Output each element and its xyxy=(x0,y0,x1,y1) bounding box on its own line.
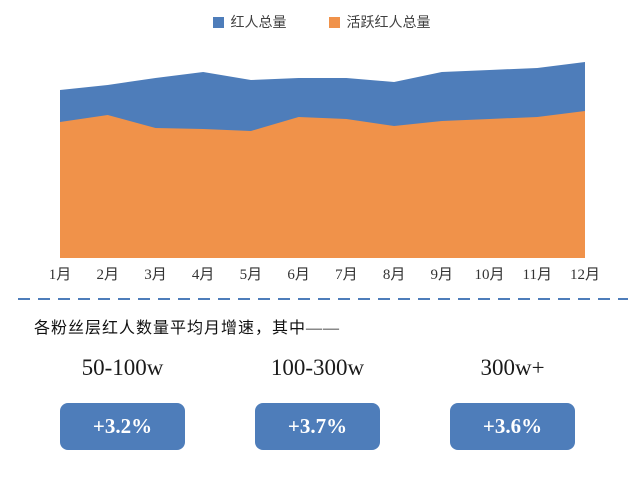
x-axis-label: 2月 xyxy=(96,267,119,283)
legend-item-total: 红人总量 xyxy=(212,12,287,32)
x-axis-label: 4月 xyxy=(191,267,215,283)
tier-label: 300w+ xyxy=(480,355,545,380)
area-chart-svg xyxy=(60,62,585,258)
x-axis: 1月 2月 3月 4月 5月 6月 7月 8月 9月 10月 11月 12月 xyxy=(49,263,600,285)
x-axis-label: 9月 xyxy=(430,267,454,283)
tier-label: 100-300w xyxy=(270,355,365,380)
x-axis-label: 10月 xyxy=(474,267,505,283)
growth-badge: +3.7% xyxy=(255,403,380,450)
tier-label: 50-100w xyxy=(81,355,164,380)
tier-column-300w-plus: 300w+ +3.6% xyxy=(450,353,575,450)
chart-legend: 红人总量 活跃红人总量 xyxy=(0,12,643,32)
dashed-divider xyxy=(18,298,628,300)
area-series-活跃红人总量 xyxy=(60,111,585,258)
tier-column-50-100w: 50-100w +3.2% xyxy=(60,353,185,450)
tier-column-100-300w: 100-300w +3.7% xyxy=(255,353,380,450)
x-axis-label: 12月 xyxy=(569,267,601,283)
caption-text: 各粉丝层红人数量平均月增速，其中—— xyxy=(34,320,341,337)
legend-label-active: 活跃红人总量 xyxy=(346,16,431,31)
legend-swatch xyxy=(328,16,340,28)
growth-badge: +3.2% xyxy=(60,403,185,450)
growth-badge: +3.6% xyxy=(450,403,575,450)
x-axis-label: 7月 xyxy=(335,267,358,283)
x-axis-label: 11月 xyxy=(522,267,552,283)
legend-item-active: 活跃红人总量 xyxy=(328,12,431,32)
x-axis-label: 1月 xyxy=(48,267,72,283)
x-axis-label: 6月 xyxy=(287,267,310,283)
x-axis-label: 5月 xyxy=(239,267,263,283)
x-axis-label: 8月 xyxy=(382,267,406,283)
legend-swatch xyxy=(212,16,224,28)
x-axis-label: 3月 xyxy=(144,267,167,283)
stacked-area-chart xyxy=(60,58,585,258)
legend-label-total: 红人总量 xyxy=(230,16,287,31)
